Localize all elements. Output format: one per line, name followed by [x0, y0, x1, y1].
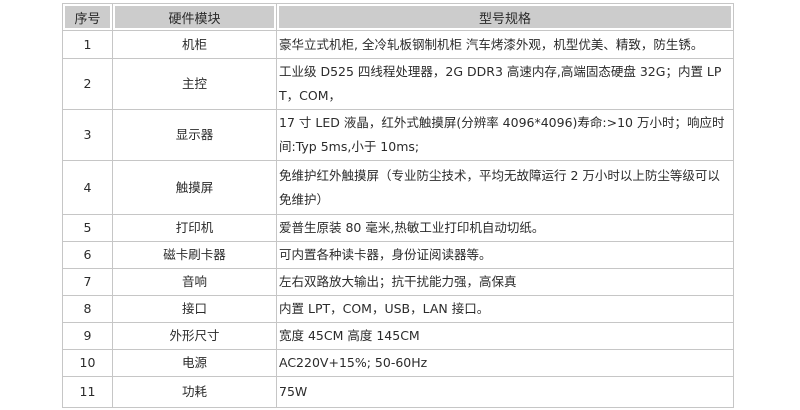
serial-cell: 5: [62, 214, 113, 242]
serial-cell: 4: [62, 160, 113, 215]
hardware-spec-table: 序号 硬件模块 型号规格 1 机柜 豪华立式机柜, 全冷轧板钢制机柜 汽车烤漆外…: [62, 3, 734, 408]
table-row: 5 打印机 爱普生原装 80 毫米,热敏工业打印机自动切纸。: [62, 214, 734, 242]
table-row: 7 音响 左右双路放大输出；抗干扰能力强，高保真: [62, 268, 734, 296]
table-row: 1 机柜 豪华立式机柜, 全冷轧板钢制机柜 汽车烤漆外观，机型优美、精致，防生锈…: [62, 30, 734, 59]
module-cell: 机柜: [112, 30, 277, 59]
spec-cell: 左右双路放大输出；抗干扰能力强，高保真: [276, 268, 734, 296]
module-cell: 功耗: [112, 376, 277, 408]
column-header-serial: 序号: [62, 3, 113, 31]
module-cell: 磁卡刷卡器: [112, 241, 277, 269]
module-cell: 显示器: [112, 109, 277, 161]
spec-cell: 17 寸 LED 液晶，红外式触摸屏(分辨率 4096*4096)寿命:>10 …: [276, 109, 734, 161]
serial-cell: 3: [62, 109, 113, 161]
spec-cell: AC220V+15%; 50-60Hz: [276, 349, 734, 377]
module-cell: 音响: [112, 268, 277, 296]
serial-cell: 1: [62, 30, 113, 59]
serial-cell: 7: [62, 268, 113, 296]
spec-cell: 豪华立式机柜, 全冷轧板钢制机柜 汽车烤漆外观，机型优美、精致，防生锈。: [276, 30, 734, 59]
header-row: 序号 硬件模块 型号规格: [62, 3, 734, 31]
spec-cell: 免维护红外触摸屏（专业防尘技术，平均无故障运行 2 万小时以上防尘等级可以免维护…: [276, 160, 734, 215]
spec-cell: 宽度 45CM 高度 145CM: [276, 322, 734, 350]
serial-cell: 2: [62, 58, 113, 110]
serial-cell: 6: [62, 241, 113, 269]
table-row: 3 显示器 17 寸 LED 液晶，红外式触摸屏(分辨率 4096*4096)寿…: [62, 109, 734, 161]
spec-cell: 工业级 D525 四线程处理器，2G DDR3 高速内存,高端固态硬盘 32G；…: [276, 58, 734, 110]
table-row: 4 触摸屏 免维护红外触摸屏（专业防尘技术，平均无故障运行 2 万小时以上防尘等…: [62, 160, 734, 215]
table-row: 11 功耗 75W: [62, 376, 734, 408]
module-cell: 电源: [112, 349, 277, 377]
serial-cell: 10: [62, 349, 113, 377]
module-cell: 主控: [112, 58, 277, 110]
table-row: 10 电源 AC220V+15%; 50-60Hz: [62, 349, 734, 377]
table-row: 9 外形尺寸 宽度 45CM 高度 145CM: [62, 322, 734, 350]
spec-cell: 75W: [276, 376, 734, 408]
serial-cell: 8: [62, 295, 113, 323]
table-row: 6 磁卡刷卡器 可内置各种读卡器，身份证阅读器等。: [62, 241, 734, 269]
module-cell: 打印机: [112, 214, 277, 242]
column-header-module: 硬件模块: [112, 3, 277, 31]
spec-cell: 爱普生原装 80 毫米,热敏工业打印机自动切纸。: [276, 214, 734, 242]
serial-cell: 11: [62, 376, 113, 408]
module-cell: 触摸屏: [112, 160, 277, 215]
module-cell: 接口: [112, 295, 277, 323]
column-header-spec: 型号规格: [276, 3, 734, 31]
table-row: 8 接口 内置 LPT，COM，USB，LAN 接口。: [62, 295, 734, 323]
spec-cell: 内置 LPT，COM，USB，LAN 接口。: [276, 295, 734, 323]
spec-cell: 可内置各种读卡器，身份证阅读器等。: [276, 241, 734, 269]
module-cell: 外形尺寸: [112, 322, 277, 350]
table-row: 2 主控 工业级 D525 四线程处理器，2G DDR3 高速内存,高端固态硬盘…: [62, 58, 734, 110]
serial-cell: 9: [62, 322, 113, 350]
